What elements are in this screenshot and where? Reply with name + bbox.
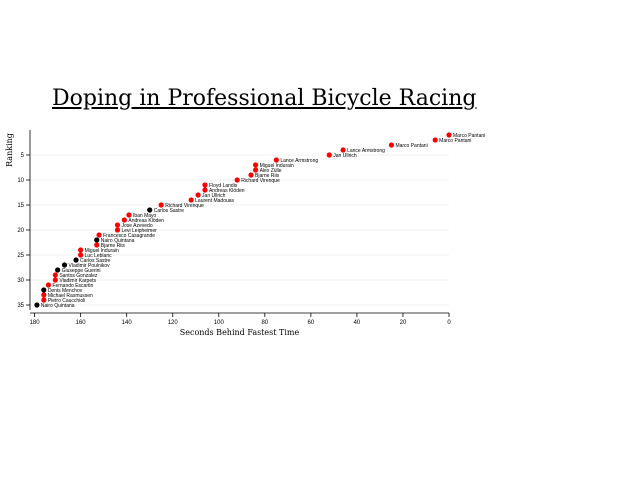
- x-tick-label: 60: [308, 320, 315, 326]
- y-tick-label: 30: [17, 278, 24, 284]
- point-label: Marco Pantani: [395, 143, 427, 149]
- point-label: Andreas Klöden: [128, 218, 164, 224]
- data-point[interactable]: [158, 202, 164, 208]
- point-label: Vladimir Karpets: [59, 278, 96, 284]
- y-tick-label: 20: [17, 228, 24, 234]
- point-label: Fernando Escartin: [52, 283, 93, 289]
- x-tick-label: 160: [76, 320, 87, 326]
- point-label: Laurent Madouas: [195, 198, 234, 204]
- data-point[interactable]: [94, 242, 100, 248]
- point-label: Lance Armstrong: [280, 158, 318, 164]
- data-point[interactable]: [388, 142, 395, 148]
- data-point[interactable]: [202, 182, 208, 188]
- data-point[interactable]: [273, 157, 279, 163]
- x-tick-label: 140: [122, 320, 133, 326]
- point-label: Santos Gonzalez: [59, 273, 98, 279]
- data-point[interactable]: [114, 227, 121, 233]
- point-label: Marco Pantani: [453, 133, 485, 139]
- point-label: Jan Ullrich: [202, 193, 226, 199]
- point-label: Miguel Indurain: [260, 163, 294, 169]
- data-point[interactable]: [340, 147, 346, 153]
- x-tick-label: 0: [447, 320, 451, 326]
- point-label: Bjarne Riis: [255, 173, 280, 179]
- data-point[interactable]: [253, 162, 259, 168]
- point-label: Lance Armstrong: [347, 148, 385, 154]
- point-label: Carlos Sastre: [154, 208, 185, 214]
- data-point[interactable]: [248, 172, 254, 178]
- data-point[interactable]: [114, 222, 121, 228]
- data-point[interactable]: [45, 282, 52, 288]
- data-point[interactable]: [94, 237, 100, 243]
- x-tick-label: 180: [30, 320, 41, 326]
- data-point[interactable]: [34, 302, 40, 308]
- data-point[interactable]: [446, 132, 452, 138]
- data-point[interactable]: [55, 267, 61, 273]
- data-point[interactable]: [432, 137, 438, 143]
- x-tick-label: 80: [261, 320, 268, 326]
- x-tick-label: 40: [354, 320, 361, 326]
- point-label: Bjarne Riis: [101, 243, 126, 249]
- data-point[interactable]: [41, 287, 47, 293]
- point-label: Jan Ullrich: [333, 153, 357, 159]
- point-label: Floyd Landis: [209, 183, 238, 189]
- data-point[interactable]: [52, 272, 58, 278]
- point-label: Jose Azevedo: [121, 223, 152, 229]
- y-tick-label: 5: [21, 153, 25, 159]
- y-tick-label: 35: [17, 303, 24, 309]
- x-tick-label: 100: [214, 320, 225, 326]
- point-label: Carlos Sastre: [80, 258, 111, 264]
- point-label: Iban Mayo: [133, 213, 157, 219]
- point-label: Andreas Klöden: [209, 188, 245, 194]
- point-label: Denis Menchov: [48, 288, 83, 294]
- x-axis-label: Seconds Behind Fastest Time: [180, 328, 300, 337]
- point-label: Nairo Quintana: [41, 303, 75, 309]
- y-tick-label: 25: [17, 253, 24, 259]
- point-label: Levi Leipheimer: [121, 228, 157, 234]
- point-label: Miguel Indurain: [85, 248, 119, 254]
- point-label: Pietro Caucchioli: [48, 298, 86, 304]
- point-label: Luc Leblanc: [85, 253, 112, 259]
- x-tick-label: 120: [168, 320, 179, 326]
- y-axis-label: Ranking: [5, 133, 14, 167]
- data-point[interactable]: [195, 192, 201, 198]
- point-label: Michael Rasmussen: [48, 293, 93, 299]
- data-point[interactable]: [188, 197, 194, 203]
- point-label: Alex Zülle: [260, 168, 282, 174]
- data-point[interactable]: [41, 292, 47, 298]
- y-tick-label: 10: [17, 178, 24, 184]
- data-point[interactable]: [96, 232, 102, 238]
- point-label: Richard Virenque: [241, 178, 280, 184]
- point-label: Giuseppe Guerini: [62, 268, 101, 274]
- data-point[interactable]: [147, 207, 153, 213]
- data-point[interactable]: [61, 262, 68, 268]
- data-point[interactable]: [253, 167, 259, 173]
- data-point[interactable]: [234, 177, 240, 183]
- data-point[interactable]: [121, 217, 127, 223]
- point-label: Francesco Casagrande: [103, 233, 155, 239]
- y-tick-label: 15: [17, 203, 24, 209]
- axes: 5 10 15 20 25 30 35 180 160 140 120 100 80 60 40 20 0: [17, 130, 451, 326]
- point-label: Richard Virenque: [165, 203, 204, 209]
- data-point[interactable]: [126, 212, 132, 218]
- data-point[interactable]: [326, 152, 332, 158]
- data-point[interactable]: [78, 247, 84, 253]
- point-label: Nairo Quintana: [101, 238, 135, 244]
- chart-title: Doping in Professional Bicycle Racing: [52, 86, 477, 111]
- data-point[interactable]: [202, 187, 208, 193]
- x-tick-label: 20: [400, 320, 407, 326]
- point-label: Vladimir Poulnikov: [69, 263, 111, 269]
- data-point[interactable]: [78, 252, 84, 258]
- data-point[interactable]: [73, 257, 79, 263]
- data-point[interactable]: [52, 277, 58, 283]
- data-point[interactable]: [41, 297, 47, 303]
- point-label: Marco Pantani: [439, 138, 471, 144]
